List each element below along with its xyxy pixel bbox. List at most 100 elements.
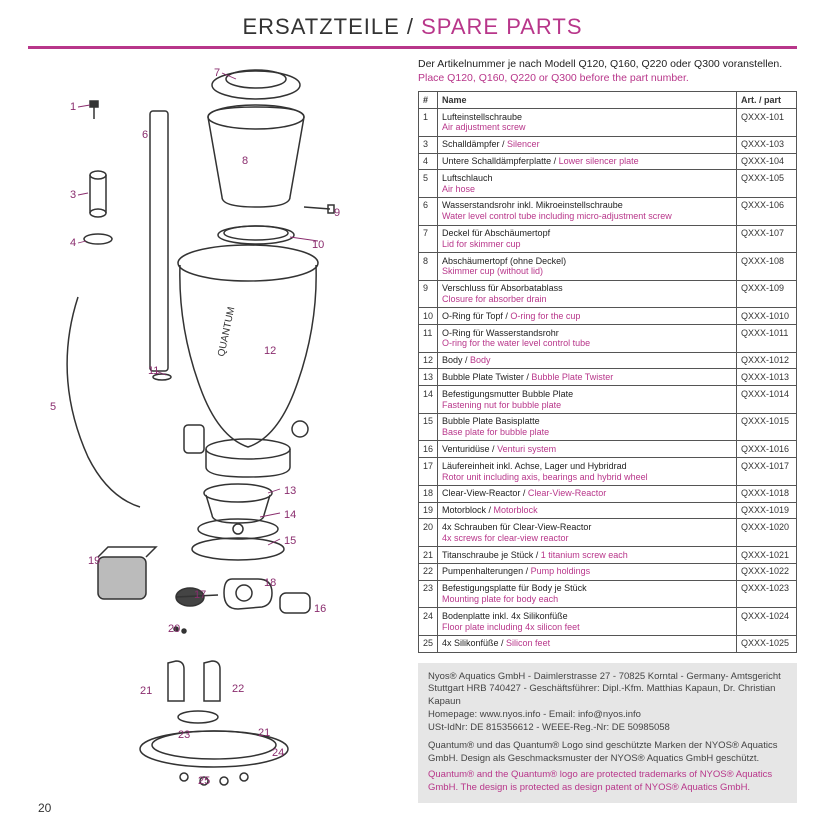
table-row: 254x Silikonfüße / Silicon feetQXXX-1025 (419, 635, 797, 652)
part-name: Bubble Plate BasisplatteBase plate for b… (438, 413, 737, 441)
table-row: 4Untere Schalldämpferplatte / Lower sile… (419, 153, 797, 170)
part-art: QXXX-1012 (737, 352, 797, 369)
part-name: Bubble Plate Twister / Bubble Plate Twis… (438, 369, 737, 386)
part-name: Läufereinheit inkl. Achse, Lager und Hyb… (438, 458, 737, 486)
table-row: 204x Schrauben für Clear-View-Reactor4x … (419, 519, 797, 547)
part-num: 15 (419, 413, 438, 441)
exploded-diagram: QUANTUM (28, 57, 408, 803)
part-num: 24 (419, 608, 438, 636)
page-title: ERSATZTEILE / SPARE PARTS (28, 10, 797, 49)
part-num: 22 (419, 563, 438, 580)
part-num: 4 (419, 153, 438, 170)
table-row: 3Schalldämpfer / SilencerQXXX-103 (419, 136, 797, 153)
table-row: 9Verschluss für AbsorbatablassClosure fo… (419, 280, 797, 308)
part-art: QXXX-1018 (737, 485, 797, 502)
callout-20: 20 (168, 623, 180, 635)
part-art: QXXX-1022 (737, 563, 797, 580)
part-art: QXXX-105 (737, 170, 797, 198)
part-name: Deckel für AbschäumertopfLid for skimmer… (438, 225, 737, 253)
table-row: 19Motorblock / MotorblockQXXX-1019 (419, 502, 797, 519)
part-art: QXXX-1024 (737, 608, 797, 636)
page-number: 20 (38, 801, 51, 815)
table-row: 12Body / BodyQXXX-1012 (419, 352, 797, 369)
part-num: 23 (419, 580, 438, 608)
intro-en: Place Q120, Q160, Q220 or Q300 before th… (418, 72, 689, 84)
part-art: QXXX-1016 (737, 441, 797, 458)
part-art: QXXX-106 (737, 197, 797, 225)
info-line5: Quantum® and the Quantum® logo are prote… (428, 769, 787, 795)
part-name: O-Ring für WasserstandsrohrO-ring for th… (438, 325, 737, 353)
part-name: Schalldämpfer / Silencer (438, 136, 737, 153)
part-num: 10 (419, 308, 438, 325)
part-num: 14 (419, 386, 438, 414)
callout-21: 21 (258, 727, 270, 739)
part-name: Pumpenhalterungen / Pump holdings (438, 563, 737, 580)
callout-15: 15 (284, 535, 296, 547)
col-name: Name (438, 92, 737, 109)
part-num: 5 (419, 170, 438, 198)
table-row: 15Bubble Plate BasisplatteBase plate for… (419, 413, 797, 441)
info-line2: Homepage: www.nyos.info - Email: info@ny… (428, 709, 787, 722)
part-num: 6 (419, 197, 438, 225)
part-num: 21 (419, 547, 438, 564)
table-row: 22Pumpenhalterungen / Pump holdingsQXXX-… (419, 563, 797, 580)
part-art: QXXX-1017 (737, 458, 797, 486)
table-row: 1LufteinstellschraubeAir adjustment scre… (419, 109, 797, 137)
part-name: Motorblock / Motorblock (438, 502, 737, 519)
table-row: 14Befestigungsmutter Bubble PlateFasteni… (419, 386, 797, 414)
info-line3: USt-IdNr: DE 815356612 - WEEE-Reg.-Nr: D… (428, 722, 787, 735)
callout-9: 9 (334, 207, 340, 219)
title-en: SPARE PARTS (421, 14, 582, 39)
table-row: 18Clear-View-Reactor / Clear-View-Reacto… (419, 485, 797, 502)
part-art: QXXX-104 (737, 153, 797, 170)
part-name: Abschäumertopf (ohne Deckel)Skimmer cup … (438, 253, 737, 281)
svg-text:QUANTUM: QUANTUM (216, 306, 237, 358)
callout-10: 10 (312, 239, 324, 251)
table-row: 6Wasserstandsrohr inkl. Mikroeinstellsch… (419, 197, 797, 225)
part-art: QXXX-1023 (737, 580, 797, 608)
callout-12: 12 (264, 345, 276, 357)
part-name: LufteinstellschraubeAir adjustment screw (438, 109, 737, 137)
col-art: Art. / part (737, 92, 797, 109)
title-de: ERSATZTEILE (242, 14, 399, 39)
part-art: QXXX-1014 (737, 386, 797, 414)
col-num: # (419, 92, 438, 109)
part-art: QXXX-1011 (737, 325, 797, 353)
callout-7: 7 (214, 67, 220, 79)
part-art: QXXX-107 (737, 225, 797, 253)
table-row: 16Venturidüse / Venturi systemQXXX-1016 (419, 441, 797, 458)
info-line1: Nyos® Aquatics GmbH - Daimlerstrasse 27 … (428, 671, 787, 709)
part-name: 4x Schrauben für Clear-View-Reactor4x sc… (438, 519, 737, 547)
part-num: 11 (419, 325, 438, 353)
callout-8: 8 (242, 155, 248, 167)
callout-3: 3 (70, 189, 76, 201)
part-num: 7 (419, 225, 438, 253)
part-num: 9 (419, 280, 438, 308)
part-name: Verschluss für AbsorbatablassClosure for… (438, 280, 737, 308)
part-name: 4x Silikonfüße / Silicon feet (438, 635, 737, 652)
callout-16: 16 (314, 603, 326, 615)
part-name: Body / Body (438, 352, 737, 369)
part-num: 25 (419, 635, 438, 652)
part-art: QXXX-1020 (737, 519, 797, 547)
part-name: Venturidüse / Venturi system (438, 441, 737, 458)
part-art: QXXX-1021 (737, 547, 797, 564)
part-num: 16 (419, 441, 438, 458)
part-num: 20 (419, 519, 438, 547)
part-num: 17 (419, 458, 438, 486)
callout-1: 1 (70, 101, 76, 113)
table-row: 13Bubble Plate Twister / Bubble Plate Tw… (419, 369, 797, 386)
part-art: QXXX-109 (737, 280, 797, 308)
part-name: Befestigungsplatte für Body je StückMoun… (438, 580, 737, 608)
callout-24: 24 (272, 747, 284, 759)
diagram-svg: QUANTUM (28, 57, 408, 797)
part-num: 19 (419, 502, 438, 519)
table-row: 5LuftschlauchAir hoseQXXX-105 (419, 170, 797, 198)
parts-table: # Name Art. / part 1Lufteinstellschraube… (418, 91, 797, 652)
callout-22: 22 (232, 683, 244, 695)
part-art: QXXX-103 (737, 136, 797, 153)
callout-19: 19 (88, 555, 100, 567)
part-name: Befestigungsmutter Bubble PlateFastening… (438, 386, 737, 414)
table-row: 21Titanschraube je Stück / 1 titanium sc… (419, 547, 797, 564)
callout-11: 11 (148, 365, 159, 377)
